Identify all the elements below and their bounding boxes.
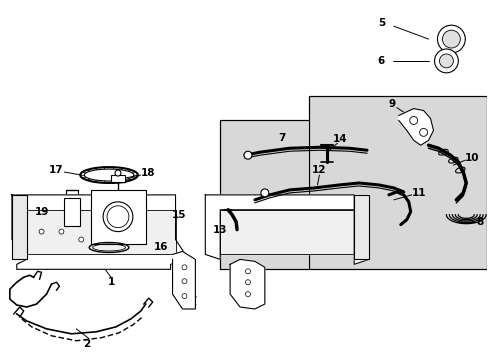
- Circle shape: [437, 25, 464, 53]
- Text: 13: 13: [212, 225, 227, 235]
- Circle shape: [260, 189, 268, 197]
- Circle shape: [79, 237, 83, 242]
- Polygon shape: [353, 195, 368, 260]
- Text: 16: 16: [153, 243, 167, 252]
- Polygon shape: [17, 210, 175, 255]
- Text: 4: 4: [254, 299, 261, 309]
- Circle shape: [118, 229, 123, 234]
- Text: 19: 19: [34, 207, 49, 217]
- Text: 11: 11: [410, 188, 425, 198]
- Circle shape: [442, 30, 459, 48]
- Text: 12: 12: [311, 165, 326, 175]
- Text: 17: 17: [49, 165, 63, 175]
- Polygon shape: [172, 251, 195, 309]
- Bar: [91, 190, 145, 244]
- Polygon shape: [12, 195, 185, 269]
- Circle shape: [182, 265, 186, 270]
- Text: 9: 9: [387, 99, 395, 109]
- Text: 18: 18: [140, 168, 155, 178]
- Circle shape: [39, 229, 44, 234]
- Text: 8: 8: [476, 217, 483, 227]
- Circle shape: [244, 151, 251, 159]
- Polygon shape: [205, 195, 368, 264]
- Text: 1: 1: [107, 277, 114, 287]
- Circle shape: [115, 170, 121, 176]
- Bar: [111, 175, 124, 182]
- Circle shape: [182, 294, 186, 298]
- Text: 3: 3: [189, 299, 197, 309]
- Circle shape: [409, 117, 417, 125]
- Circle shape: [59, 229, 64, 234]
- Text: 10: 10: [464, 153, 479, 163]
- Polygon shape: [398, 109, 433, 145]
- Polygon shape: [220, 210, 353, 255]
- Circle shape: [439, 54, 452, 68]
- Circle shape: [245, 269, 250, 274]
- Polygon shape: [230, 260, 264, 309]
- Polygon shape: [12, 195, 27, 260]
- Circle shape: [182, 279, 186, 284]
- Circle shape: [419, 129, 427, 136]
- Circle shape: [138, 229, 143, 234]
- Text: 14: 14: [332, 134, 347, 144]
- Circle shape: [434, 49, 457, 73]
- Bar: [64, 198, 80, 226]
- Text: 7: 7: [278, 133, 285, 143]
- Text: 6: 6: [377, 56, 384, 66]
- Circle shape: [245, 280, 250, 285]
- Text: 5: 5: [378, 18, 385, 28]
- Bar: [220, 121, 309, 269]
- Circle shape: [99, 229, 103, 234]
- Text: 2: 2: [83, 339, 91, 349]
- Text: 15: 15: [172, 210, 186, 220]
- Bar: [309, 96, 486, 269]
- Circle shape: [245, 292, 250, 297]
